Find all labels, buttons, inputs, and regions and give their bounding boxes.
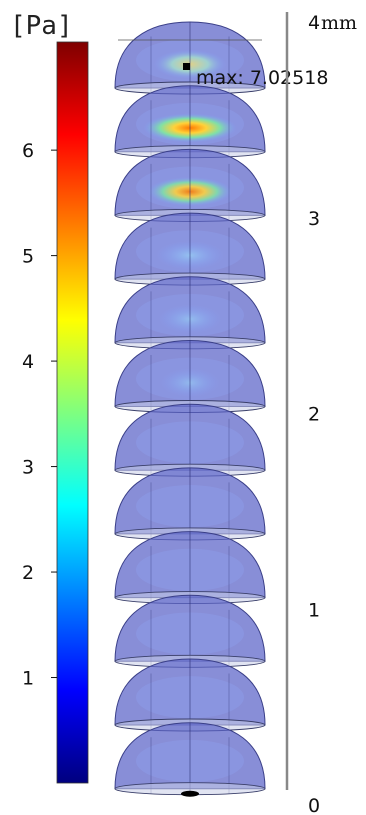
colorbar-tick-label: 5 bbox=[22, 246, 34, 268]
slice-stack bbox=[114, 21, 266, 797]
slice bbox=[114, 467, 266, 541]
colorbar-tick-label: 2 bbox=[22, 562, 34, 584]
colorbar-tick-label: 3 bbox=[22, 457, 34, 479]
z-axis-ticks: 0 1 2 3 4 mm bbox=[308, 12, 357, 815]
slice bbox=[114, 85, 266, 159]
z-axis: 0 1 2 3 4 mm bbox=[285, 12, 357, 815]
z-axis-tick-label: 4 bbox=[308, 12, 320, 34]
max-label: max: 7.02518 bbox=[196, 67, 328, 89]
z-axis-tick-label: 3 bbox=[308, 208, 320, 230]
colorbar-tick-label: 1 bbox=[22, 668, 34, 690]
slice bbox=[114, 722, 266, 796]
slice bbox=[114, 148, 266, 222]
z-axis-tick-label: 0 bbox=[308, 795, 320, 815]
z-axis-unit: mm bbox=[321, 12, 357, 34]
z-axis-tick-label: 1 bbox=[308, 599, 320, 621]
colorbar-gradient bbox=[56, 41, 89, 784]
bottom-pole-marker bbox=[181, 790, 199, 797]
slice bbox=[114, 21, 266, 95]
slice bbox=[114, 276, 266, 350]
slice bbox=[114, 212, 266, 286]
slice bbox=[114, 658, 266, 732]
max-marker: max: 7.02518 bbox=[183, 63, 328, 89]
colorbar: 1 2 3 4 5 6 bbox=[22, 41, 89, 784]
colorbar-tick-label: 6 bbox=[22, 140, 34, 162]
slice bbox=[114, 594, 266, 668]
colorbar-tick-label: 4 bbox=[22, 351, 34, 373]
colorbar-unit-label: [Pa] bbox=[10, 11, 73, 41]
slice bbox=[114, 531, 266, 605]
z-axis-tick-label: 2 bbox=[308, 404, 320, 426]
slice bbox=[114, 403, 266, 477]
colorbar-ticks: 1 2 3 4 5 6 bbox=[22, 140, 57, 690]
slice bbox=[114, 339, 266, 413]
max-point bbox=[183, 63, 190, 70]
